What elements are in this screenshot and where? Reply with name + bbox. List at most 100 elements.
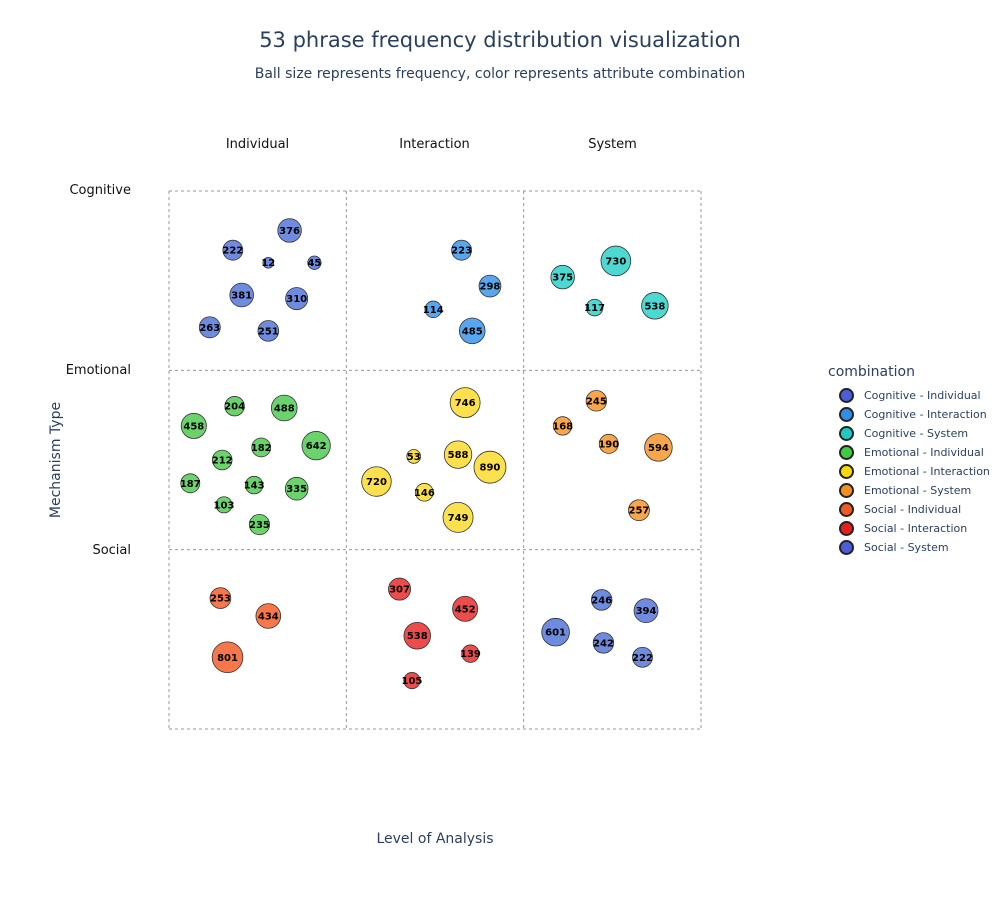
bubble-point — [550, 264, 575, 290]
bubble-value-label: 730 — [605, 256, 626, 267]
legend-label: Social - System — [864, 541, 949, 554]
bubble-value-label: 114 — [423, 305, 444, 316]
bubble-value-label: 458 — [183, 421, 204, 432]
bubble-point — [361, 466, 392, 497]
column-label-individual: Individual — [225, 137, 290, 152]
bubble-point — [285, 287, 309, 311]
legend-items: Cognitive - Individual Cognitive - Intera… — [828, 386, 990, 557]
legend-swatch — [839, 502, 854, 517]
bubble-value-label: 485 — [462, 326, 483, 337]
bubble-point — [255, 603, 282, 629]
bubble-value-label: 212 — [212, 455, 233, 466]
bubble-value-label: 375 — [552, 273, 573, 284]
bubble-point — [598, 433, 619, 454]
bubble-point — [257, 320, 280, 342]
legend-label: Cognitive - Interaction — [864, 408, 987, 421]
bubble-value-label: 143 — [244, 481, 265, 492]
bubble-value-label: 452 — [455, 604, 476, 615]
bubble-point — [301, 431, 331, 461]
bubble-value-label: 245 — [586, 396, 607, 407]
bubble-point — [461, 644, 480, 663]
grid-lines — [168, 190, 702, 730]
bubble-value-label: 251 — [258, 326, 279, 337]
bubble-point — [224, 396, 245, 417]
legend[interactable]: combination Cognitive - Individual Cognit… — [828, 364, 990, 557]
legend-item[interactable]: Social - Individual — [828, 500, 990, 519]
bubble-value-label: 103 — [214, 500, 235, 511]
bubble-value-label: 720 — [366, 477, 387, 488]
bubble-point — [478, 274, 502, 298]
bubble-point — [585, 298, 604, 317]
row-label-social: Social — [92, 543, 131, 558]
legend-item[interactable]: Emotional - System — [828, 481, 990, 500]
bubble-point — [585, 390, 608, 412]
bubble-value-label: 263 — [199, 323, 220, 334]
bubble-point — [222, 239, 244, 261]
bubble-value-label: 139 — [460, 649, 481, 660]
bubble-point — [307, 255, 322, 270]
bubble-point — [248, 513, 271, 536]
legend-swatch — [839, 540, 854, 555]
bubble-point — [277, 218, 302, 243]
bubble-point — [644, 433, 673, 462]
legend-item[interactable]: Emotional - Interaction — [828, 462, 990, 481]
bubble-point — [424, 300, 442, 319]
bubble-point — [388, 577, 411, 601]
bubble-point — [541, 617, 570, 647]
bubble-value-label: 642 — [306, 441, 327, 452]
bubble-value-label: 376 — [279, 226, 300, 237]
bubble-point — [403, 672, 421, 690]
bubble-point — [284, 476, 309, 501]
bubble-value-label: 801 — [217, 653, 238, 664]
legend-item[interactable]: Cognitive - Individual — [828, 386, 990, 405]
bubble-point — [452, 595, 479, 622]
chart-subtitle: Ball size represents frequency, color re… — [254, 66, 746, 82]
legend-swatch — [839, 426, 854, 441]
legend-label: Emotional - System — [864, 484, 972, 497]
column-label-system: System — [588, 137, 637, 152]
bubble-value-label: 310 — [286, 294, 307, 305]
bubble-layer: 376 222 12 45 381 310 263 251 223 298 114 485 375 730… — [180, 218, 673, 690]
bubble-value-label: 53 — [407, 452, 421, 463]
bubble-point — [628, 499, 650, 522]
legend-item[interactable]: Social - Interaction — [828, 519, 990, 538]
bubble-value-label: 222 — [632, 653, 653, 664]
bubble-value-label: 335 — [286, 484, 307, 495]
bubble-value-label: 890 — [480, 463, 501, 474]
bubble-point — [180, 412, 207, 439]
bubble-value-label: 488 — [274, 403, 295, 414]
bubble-point — [403, 622, 431, 650]
bubble-value-label: 168 — [552, 421, 573, 432]
legend-item[interactable]: Emotional - Individual — [828, 443, 990, 462]
bubble-value-label: 307 — [389, 585, 410, 596]
legend-swatch — [839, 483, 854, 498]
bubble-point — [215, 496, 233, 514]
column-label-interaction: Interaction — [399, 137, 470, 152]
bubble-point — [473, 450, 507, 484]
bubble-value-label: 257 — [628, 506, 649, 517]
bubble-point — [270, 394, 298, 422]
legend-item[interactable]: Social - System — [828, 538, 990, 557]
legend-item[interactable]: Cognitive - Interaction — [828, 405, 990, 424]
bubble-point — [442, 501, 474, 533]
bubble-point — [590, 589, 613, 611]
bubble-value-label: 381 — [231, 291, 252, 302]
row-label-cognitive: Cognitive — [69, 183, 131, 198]
legend-item[interactable]: Cognitive - System — [828, 424, 990, 443]
legend-label: Emotional - Individual — [864, 446, 984, 459]
bubble-value-label: 187 — [180, 479, 201, 490]
bubble-value-label: 45 — [307, 258, 321, 269]
bubble-point — [600, 245, 632, 277]
legend-label: Cognitive - Individual — [864, 389, 981, 402]
bubble-value-label: 190 — [598, 439, 619, 450]
bubble-value-label: 588 — [448, 450, 469, 461]
bubble-value-label: 749 — [448, 513, 469, 524]
legend-swatch — [839, 407, 854, 422]
bubble-point — [198, 316, 221, 339]
bubble-point — [633, 598, 659, 624]
chart-title: 53 phrase frequency distribution visuali… — [259, 28, 741, 52]
legend-swatch — [839, 464, 854, 479]
bubble-value-label: 235 — [249, 520, 270, 531]
legend-label: Social - Individual — [864, 503, 962, 516]
